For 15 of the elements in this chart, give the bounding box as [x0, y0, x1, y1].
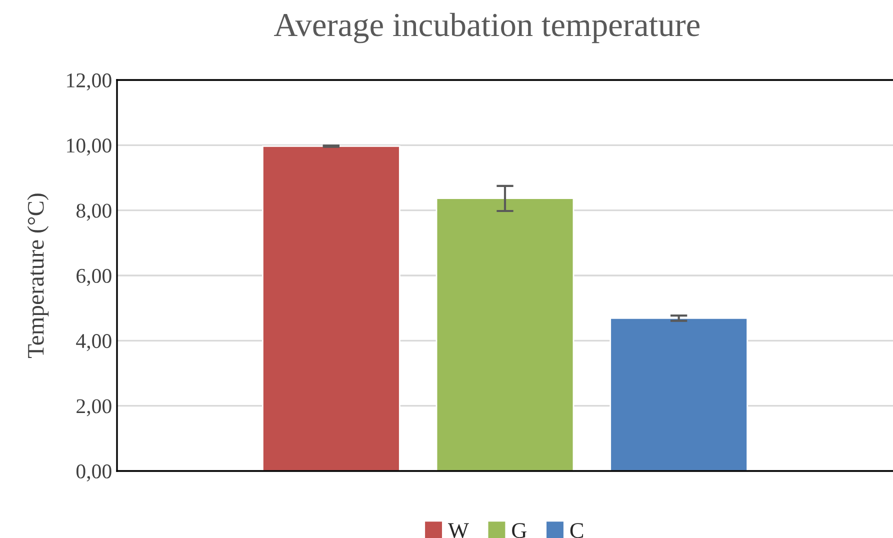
legend-label: C [570, 523, 584, 538]
y-tick-label: 10,00 [67, 138, 112, 156]
legend-label: G [512, 523, 527, 538]
bar [436, 198, 574, 471]
y-tick-label: 0,00 [76, 464, 112, 482]
y-tick-label: 8,00 [76, 204, 112, 221]
legend-label: W [448, 523, 469, 538]
bar [610, 317, 748, 471]
y-tick-label: 4,00 [76, 334, 112, 352]
chart-title: Average incubation temperature [274, 12, 700, 44]
y-tick-label: 6,00 [76, 268, 112, 286]
y-tick-label: 12,00 [67, 73, 112, 90]
bar [262, 145, 400, 471]
y-axis-title: Temperature (°C) [27, 194, 49, 358]
y-tick-label: 2,00 [76, 399, 112, 416]
